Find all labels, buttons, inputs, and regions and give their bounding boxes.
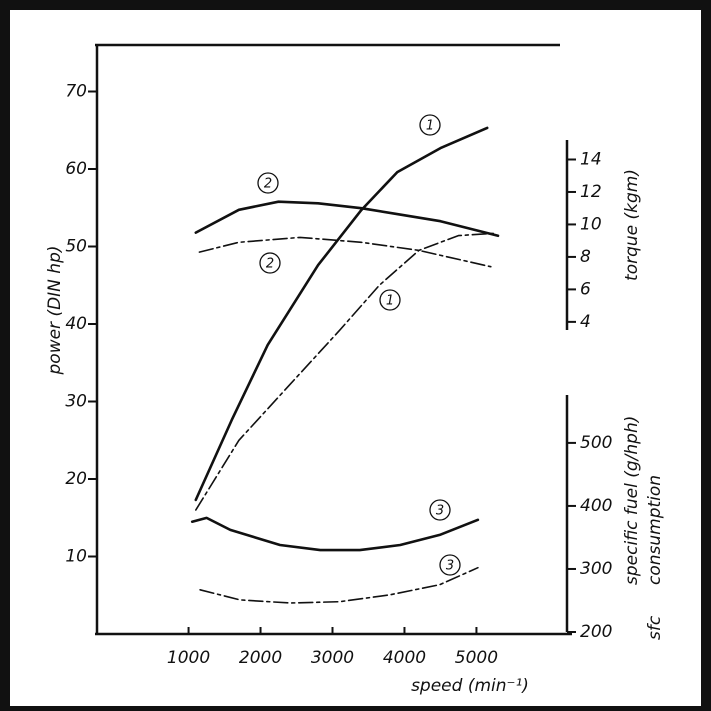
series-label-circle (259, 252, 281, 274)
x-axis-label: speed (min⁻¹) (411, 676, 529, 696)
series-label: 2 (266, 257, 274, 272)
data-line (194, 200, 500, 238)
series-label-circle (439, 554, 461, 576)
y3-axis-abbrev: sfc (645, 615, 665, 640)
series-label: 1 (386, 294, 394, 309)
y2-tick-label: 14 (580, 149, 602, 169)
y3-tick-label: 400 (580, 496, 612, 516)
series-label-circle (379, 289, 401, 311)
series-label: 3 (446, 559, 454, 574)
x-tick-label: 2000 (239, 648, 282, 668)
series-label: 1 (426, 119, 434, 134)
y2-tick-label: 8 (580, 247, 591, 267)
y-tick-label: 20 (65, 469, 87, 489)
series-label: 3 (436, 504, 444, 519)
y2-axis-label: torque (kgm) (622, 169, 642, 281)
y2-tick-label: 12 (580, 182, 602, 202)
data-line (195, 232, 496, 511)
x-tick-label: 5000 (455, 648, 498, 668)
y-tick-label: 30 (65, 392, 87, 412)
y-tick-label: 40 (65, 314, 87, 334)
y-tick-label: 50 (65, 237, 87, 257)
series-label-circle (257, 172, 279, 194)
data-line (199, 566, 479, 604)
x-tick-label: 3000 (311, 648, 354, 668)
y-axis-label: power (DIN hp) (45, 245, 65, 375)
data-line (194, 126, 489, 502)
data-line (198, 236, 492, 268)
y-tick-label: 70 (65, 82, 87, 102)
x-tick-label: 1000 (167, 648, 210, 668)
y2-tick-label: 4 (580, 312, 591, 332)
data-line (190, 516, 480, 552)
x-tick-label: 4000 (383, 648, 426, 668)
y3-axis-label: specific fuel (g/hph) (622, 416, 642, 585)
series-label: 2 (264, 177, 272, 192)
y2-tick-label: 6 (580, 279, 591, 299)
y3-tick-label: 300 (580, 559, 612, 579)
y3-axis-label: consumption (645, 475, 665, 585)
series-label-circle (419, 114, 441, 136)
y3-tick-label: 200 (580, 622, 612, 642)
y-tick-label: 60 (65, 159, 87, 179)
y-tick-label: 10 (65, 547, 87, 567)
y3-tick-label: 500 (580, 433, 612, 453)
y2-tick-label: 10 (580, 214, 602, 234)
series-label-circle (429, 499, 451, 521)
